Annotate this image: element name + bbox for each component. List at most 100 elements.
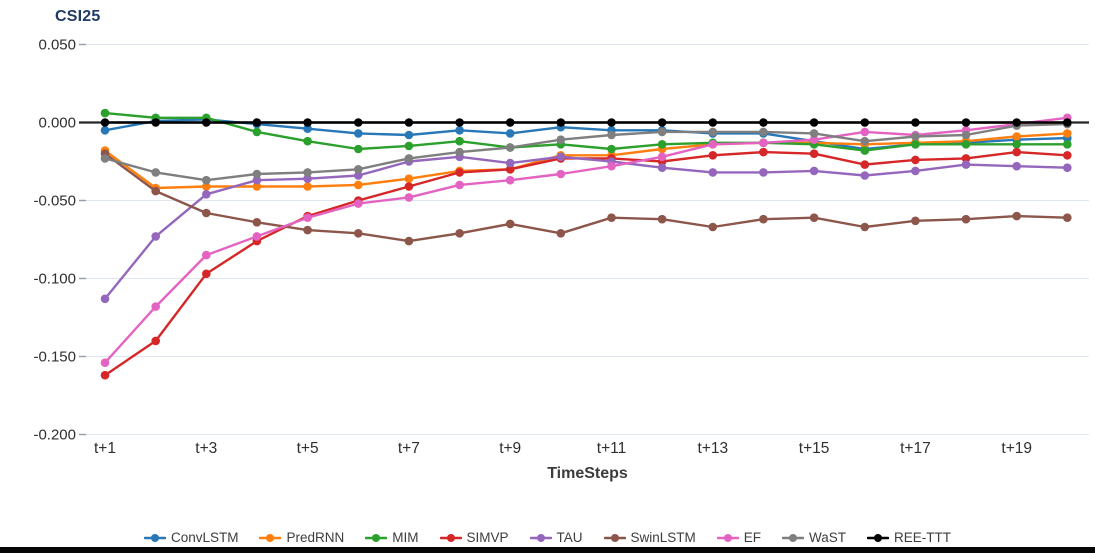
data-point-TAU <box>1012 161 1021 171</box>
series-line-EF <box>103 116 1069 364</box>
data-point-SwinLSTM <box>202 208 211 218</box>
data-point-SwinLSTM <box>505 219 515 229</box>
data-point-WaST <box>708 127 718 137</box>
legend-marker-icon <box>603 533 626 542</box>
data-point-EF <box>505 175 515 185</box>
legend-marker-icon <box>782 533 805 542</box>
data-point-EF <box>100 358 110 368</box>
data-point-TAU <box>961 160 971 169</box>
x-tick-label: t+15 <box>799 440 830 457</box>
legend-label: ConvLSTM <box>170 530 239 545</box>
legend-label: MIM <box>392 530 419 545</box>
data-point-SwinLSTM <box>303 225 312 235</box>
legend-label: EF <box>743 530 762 545</box>
data-point-EF <box>708 140 718 149</box>
legend-item-TAU[interactable]: TAU <box>529 530 583 545</box>
series-line-SwinLSTM <box>103 152 1069 243</box>
data-point-WaST <box>151 168 160 177</box>
data-point-MIM <box>100 108 110 118</box>
data-point-SIMVP <box>455 168 464 177</box>
data-point-PredRNN <box>303 182 312 191</box>
data-point-SwinLSTM <box>556 229 566 238</box>
data-point-EF <box>354 199 363 208</box>
data-point-ConvLSTM <box>505 129 515 138</box>
data-point-MIM <box>354 144 363 154</box>
data-point-TAU <box>354 171 363 180</box>
data-point-TAU <box>657 163 667 172</box>
data-point-EF <box>252 232 262 241</box>
y-tick-label: -0.050 <box>33 193 76 210</box>
x-tick-label: t+1 <box>94 440 116 457</box>
y-tick-label: 0.050 <box>38 37 76 54</box>
legend-item-EF[interactable]: EF <box>716 530 762 545</box>
data-point-SwinLSTM <box>455 229 464 238</box>
data-point-WaST <box>809 129 819 138</box>
legend-label: SwinLSTM <box>630 530 696 545</box>
data-point-MIM <box>303 136 312 146</box>
legend-item-WaST[interactable]: WaST <box>782 530 846 545</box>
data-point-TAU <box>505 158 515 168</box>
data-point-TAU <box>860 171 870 180</box>
y-tick-label: -0.200 <box>33 427 76 444</box>
x-tick-label: t+5 <box>297 440 319 457</box>
legend-item-REE-TTT[interactable]: REE-TTT <box>867 530 951 545</box>
data-point-ConvLSTM <box>455 126 464 135</box>
data-point-REE-TTT <box>860 118 870 127</box>
data-point-PredRNN <box>404 174 414 183</box>
data-point-WaST <box>759 127 768 137</box>
data-point-TAU <box>1063 163 1072 172</box>
data-point-WaST <box>505 143 515 152</box>
data-point-WaST <box>860 136 870 146</box>
data-point-PredRNN <box>1063 129 1072 138</box>
data-point-SIMVP <box>202 269 211 279</box>
data-point-SIMVP <box>404 182 414 191</box>
data-point-MIM <box>1063 140 1072 149</box>
data-point-WaST <box>202 175 211 185</box>
data-point-REE-TTT <box>303 118 312 127</box>
legend-item-SIMVP[interactable]: SIMVP <box>439 530 509 545</box>
data-point-SwinLSTM <box>860 222 870 232</box>
data-point-PredRNN <box>354 180 363 190</box>
data-point-SwinLSTM <box>1063 213 1072 222</box>
data-point-WaST <box>657 127 667 137</box>
data-point-MIM <box>455 136 464 146</box>
data-point-WaST <box>303 168 312 177</box>
data-point-PredRNN <box>252 182 262 191</box>
data-point-TAU <box>911 166 920 176</box>
x-tick-label: t+19 <box>1001 440 1032 457</box>
data-point-REE-TTT <box>252 118 262 127</box>
legend-marker-icon <box>716 533 739 542</box>
x-tick-label: t+3 <box>195 440 217 457</box>
legend-item-SwinLSTM[interactable]: SwinLSTM <box>603 530 696 545</box>
data-point-SIMVP <box>708 151 718 160</box>
series-line-PredRNN <box>103 132 1069 190</box>
data-point-TAU <box>759 168 768 177</box>
data-point-SwinLSTM <box>708 222 718 232</box>
data-point-EF <box>809 135 819 144</box>
data-point-WaST <box>607 130 616 140</box>
data-point-SwinLSTM <box>1012 211 1021 221</box>
data-point-EF <box>556 169 566 179</box>
data-point-ConvLSTM <box>354 129 363 138</box>
y-tick-label: 0.000 <box>38 115 76 132</box>
data-point-EF <box>759 138 768 148</box>
data-point-MIM <box>657 140 667 149</box>
data-point-REE-TTT <box>404 118 414 127</box>
data-point-EF <box>455 180 464 190</box>
data-point-SwinLSTM <box>961 214 971 224</box>
legend-marker-icon <box>143 533 166 542</box>
data-point-MIM <box>860 146 870 155</box>
data-point-REE-TTT <box>961 118 971 127</box>
legend-item-PredRNN[interactable]: PredRNN <box>259 530 344 545</box>
data-point-SwinLSTM <box>607 213 616 222</box>
legend-item-MIM[interactable]: MIM <box>365 530 419 545</box>
data-point-REE-TTT <box>607 118 616 127</box>
data-point-EF <box>202 250 211 260</box>
x-tick-label: t+13 <box>697 440 728 457</box>
data-point-REE-TTT <box>556 118 566 127</box>
data-point-SIMVP <box>809 149 819 158</box>
legend-item-ConvLSTM[interactable]: ConvLSTM <box>143 530 239 545</box>
x-axis-title: TimeSteps <box>547 465 628 482</box>
data-point-EF <box>151 302 160 311</box>
